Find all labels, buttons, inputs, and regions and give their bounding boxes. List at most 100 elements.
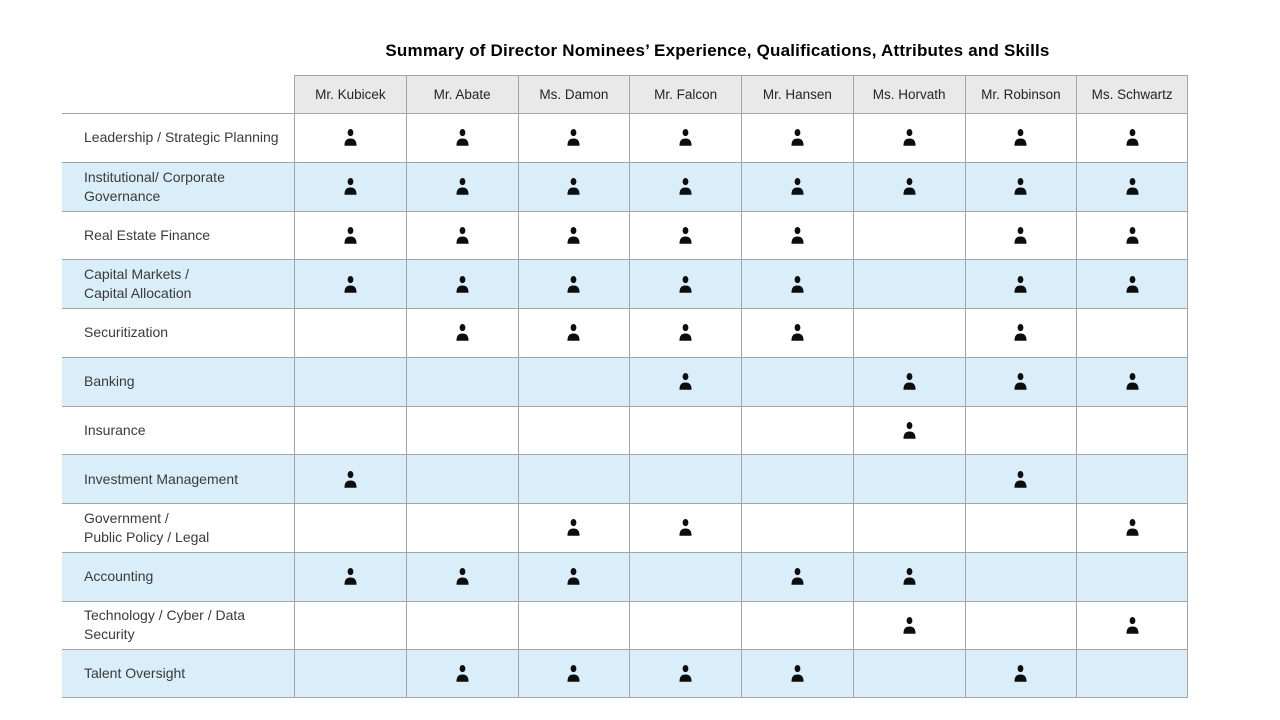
matrix-cell <box>741 600 853 650</box>
matrix-cell <box>852 113 965 162</box>
matrix-cell <box>517 454 630 503</box>
matrix-cell <box>964 649 1077 698</box>
table-row: Insurance <box>62 405 1188 455</box>
matrix-cell <box>294 161 406 211</box>
person-icon <box>1012 226 1029 245</box>
column-header: Mr. Abate <box>405 75 518 113</box>
person-icon <box>342 567 359 586</box>
person-icon <box>789 275 806 294</box>
matrix-cell <box>517 551 630 601</box>
matrix-cell <box>517 356 630 406</box>
person-icon <box>454 177 471 196</box>
row-label: Real Estate Finance <box>62 210 294 260</box>
table-row: Accounting <box>62 551 1188 601</box>
person-icon <box>1124 616 1141 635</box>
matrix-cell <box>852 503 965 552</box>
matrix-cell <box>294 259 406 308</box>
matrix-cell <box>629 308 741 357</box>
matrix-cell <box>741 649 853 698</box>
matrix-cell <box>405 113 518 162</box>
matrix-cell <box>405 454 518 503</box>
person-icon <box>565 275 582 294</box>
matrix-cell <box>964 161 1077 211</box>
matrix-cell <box>741 503 853 552</box>
matrix-cell <box>517 649 630 698</box>
person-icon <box>342 128 359 147</box>
person-icon <box>901 616 918 635</box>
person-icon <box>901 128 918 147</box>
person-icon <box>677 518 694 537</box>
person-icon <box>901 421 918 440</box>
matrix-cell <box>741 308 853 357</box>
person-icon <box>342 177 359 196</box>
matrix-cell <box>1076 551 1188 601</box>
person-icon <box>565 518 582 537</box>
matrix-cell <box>964 503 1077 552</box>
matrix-cell <box>852 649 965 698</box>
person-icon <box>789 664 806 683</box>
row-label: Institutional/ Corporate Governance <box>62 161 294 211</box>
matrix-cell <box>1076 503 1188 552</box>
matrix-cell <box>405 600 518 650</box>
matrix-cell <box>741 405 853 455</box>
matrix-cell <box>741 551 853 601</box>
matrix-cell <box>1076 405 1188 455</box>
matrix-cell <box>741 210 853 260</box>
person-icon <box>1124 275 1141 294</box>
table-row: Institutional/ Corporate Governance <box>62 161 1188 211</box>
matrix-cell <box>741 113 853 162</box>
matrix-cell <box>741 259 853 308</box>
header-corner <box>62 75 294 113</box>
matrix-cell <box>852 454 965 503</box>
table-row: Real Estate Finance <box>62 210 1188 260</box>
person-icon <box>342 275 359 294</box>
person-icon <box>789 567 806 586</box>
matrix-cell <box>294 600 406 650</box>
matrix-cell <box>1076 356 1188 406</box>
person-icon <box>565 323 582 342</box>
matrix-cell <box>964 356 1077 406</box>
table-row: Leadership / Strategic Planning <box>62 113 1188 162</box>
matrix-cell <box>405 503 518 552</box>
person-icon <box>1124 372 1141 391</box>
person-icon <box>677 128 694 147</box>
matrix-cell <box>1076 161 1188 211</box>
matrix-cell <box>1076 649 1188 698</box>
column-header: Ms. Horvath <box>852 75 965 113</box>
skills-matrix-table: Mr. Kubicek Mr. Abate Ms. Damon Mr. Falcon M… <box>62 75 1188 698</box>
matrix-cell <box>852 551 965 601</box>
matrix-cell <box>405 405 518 455</box>
person-icon <box>1124 226 1141 245</box>
matrix-cell <box>741 454 853 503</box>
matrix-cell <box>964 405 1077 455</box>
person-icon <box>677 664 694 683</box>
person-icon <box>1124 177 1141 196</box>
matrix-cell <box>964 259 1077 308</box>
page-title: Summary of Director Nominees’ Experience… <box>385 41 1050 60</box>
person-icon <box>1012 275 1029 294</box>
matrix-cell <box>517 210 630 260</box>
person-icon <box>1012 177 1029 196</box>
matrix-cell <box>1076 113 1188 162</box>
matrix-cell <box>405 308 518 357</box>
person-icon <box>1012 128 1029 147</box>
person-icon <box>789 323 806 342</box>
person-icon <box>342 226 359 245</box>
table-row: Technology / Cyber / Data Security <box>62 600 1188 650</box>
person-icon <box>901 567 918 586</box>
matrix-cell <box>741 161 853 211</box>
matrix-cell <box>294 113 406 162</box>
matrix-cell <box>517 405 630 455</box>
matrix-cell <box>1076 210 1188 260</box>
matrix-cell <box>1076 259 1188 308</box>
person-icon <box>565 567 582 586</box>
row-label: Capital Markets / Capital Allocation <box>62 259 294 308</box>
matrix-cell <box>294 503 406 552</box>
matrix-cell <box>294 551 406 601</box>
matrix-cell <box>1076 600 1188 650</box>
row-label: Talent Oversight <box>62 649 294 698</box>
row-label: Insurance <box>62 405 294 455</box>
person-icon <box>901 177 918 196</box>
person-icon <box>565 177 582 196</box>
